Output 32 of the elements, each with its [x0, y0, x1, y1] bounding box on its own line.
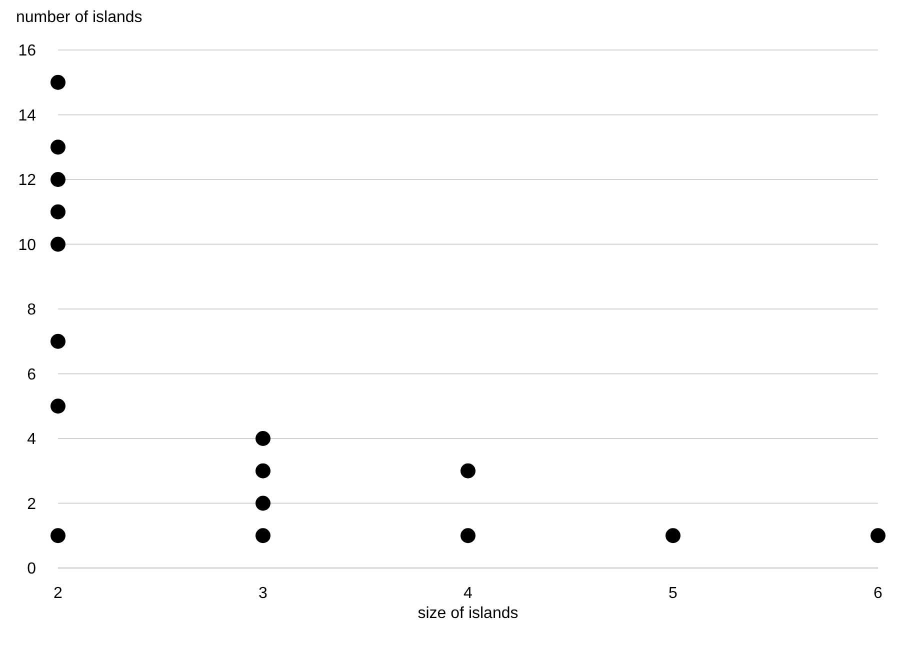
- x-tick-label: 4: [464, 585, 473, 602]
- point: [50, 74, 66, 90]
- point: [460, 528, 476, 544]
- x-tick-label: 2: [54, 585, 63, 602]
- point: [50, 172, 66, 187]
- point: [256, 463, 270, 478]
- y-tick-label: 2: [27, 496, 36, 513]
- point: [460, 463, 476, 478]
- y-tick-label: 16: [18, 42, 36, 60]
- y-tick-label: 14: [18, 107, 36, 124]
- point: [256, 496, 270, 511]
- y-tick-label: 0: [27, 560, 36, 578]
- x-tick-label: 5: [668, 585, 678, 602]
- point: [50, 140, 66, 155]
- point: [666, 528, 680, 544]
- y-axis-title: number of islands: [16, 9, 142, 26]
- y-tick-label: 10: [18, 236, 36, 254]
- point: [50, 398, 66, 414]
- y-tick-label: 6: [27, 366, 36, 384]
- x-tick-label: 3: [258, 585, 268, 602]
- x-tick-label: 6: [874, 585, 883, 602]
- point: [256, 431, 270, 446]
- point: [50, 334, 66, 349]
- point: [50, 236, 66, 252]
- y-tick-label: 8: [27, 302, 36, 319]
- x-axis-title: size of islands: [418, 605, 518, 622]
- y-tick-label: 12: [18, 172, 36, 190]
- y-tick-label: 4: [27, 431, 36, 448]
- point: [50, 204, 66, 220]
- point: [256, 528, 270, 544]
- point: [50, 528, 66, 544]
- point: [870, 528, 886, 544]
